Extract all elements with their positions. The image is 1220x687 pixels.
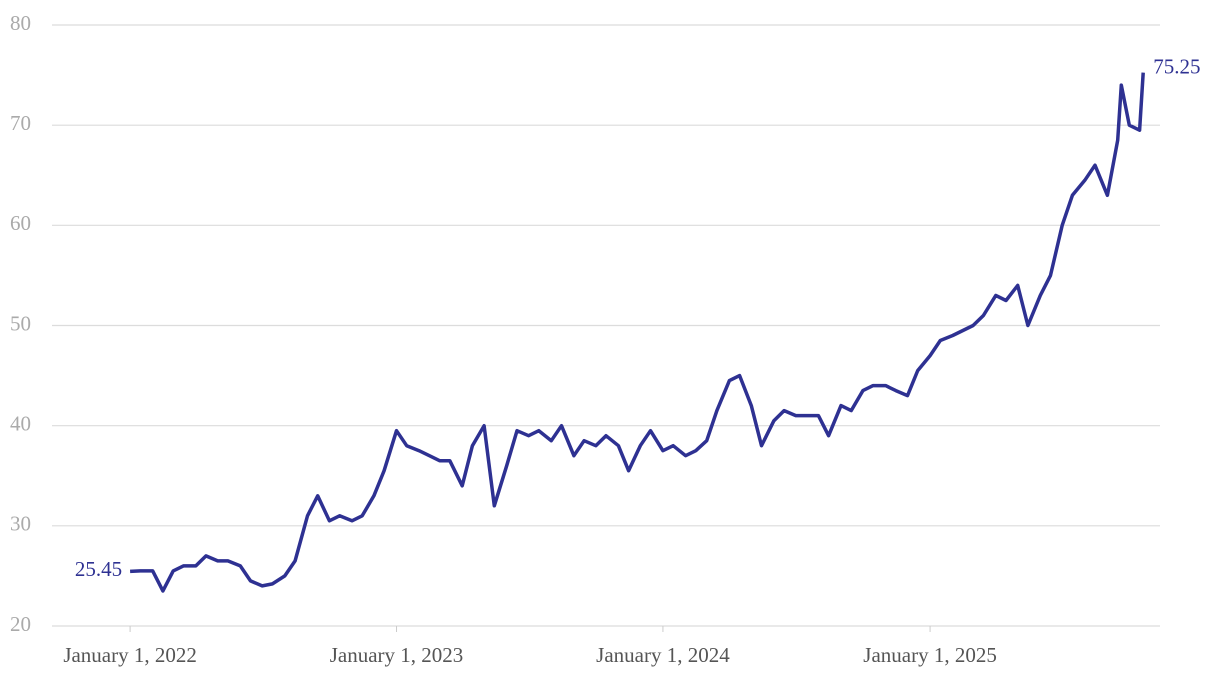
x-tick-label: January 1, 2025: [863, 643, 997, 667]
line: [130, 72, 1145, 593]
start-label: 25.45: [75, 557, 122, 581]
y-tick-label: 30: [10, 512, 31, 536]
y-tick-label: 70: [10, 111, 31, 135]
y-tick-label: 80: [10, 11, 31, 35]
x-tick-label: January 1, 2024: [596, 643, 730, 667]
y-tick-label: 20: [10, 612, 31, 636]
y-tick-label: 60: [10, 211, 31, 235]
x-tick-label: January 1, 2023: [330, 643, 464, 667]
y-tick-label: 50: [10, 311, 31, 335]
end-label: 75.25: [1153, 54, 1200, 78]
y-tick-label: 40: [10, 411, 31, 435]
x-tick-label: January 1, 2022: [63, 643, 197, 667]
